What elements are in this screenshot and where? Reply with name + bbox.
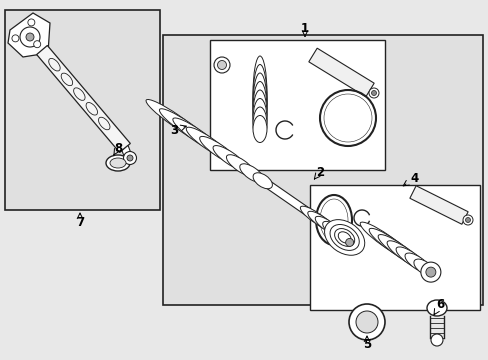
Text: 6: 6 (435, 298, 443, 311)
Ellipse shape (322, 221, 343, 237)
Ellipse shape (413, 259, 434, 276)
Ellipse shape (252, 107, 266, 141)
Ellipse shape (226, 155, 255, 176)
Circle shape (34, 41, 41, 48)
Ellipse shape (186, 127, 229, 158)
Ellipse shape (172, 118, 221, 152)
Circle shape (371, 90, 376, 95)
Circle shape (355, 311, 377, 333)
Ellipse shape (106, 155, 130, 171)
Text: 2: 2 (315, 166, 324, 179)
Polygon shape (308, 48, 373, 97)
Polygon shape (8, 13, 50, 57)
Ellipse shape (252, 116, 266, 143)
Ellipse shape (300, 206, 330, 228)
Ellipse shape (252, 73, 266, 135)
Ellipse shape (315, 216, 338, 234)
Ellipse shape (253, 173, 272, 189)
Ellipse shape (425, 267, 435, 277)
Ellipse shape (146, 99, 203, 140)
Ellipse shape (252, 64, 266, 134)
Circle shape (127, 155, 133, 161)
Polygon shape (260, 177, 317, 220)
Ellipse shape (239, 164, 263, 183)
Ellipse shape (252, 56, 266, 132)
Ellipse shape (395, 247, 426, 270)
Ellipse shape (213, 145, 246, 170)
Ellipse shape (199, 136, 238, 165)
Circle shape (465, 217, 469, 222)
Ellipse shape (319, 199, 347, 241)
Ellipse shape (338, 232, 350, 243)
Text: 3: 3 (170, 123, 178, 136)
Text: 5: 5 (362, 338, 370, 351)
Ellipse shape (337, 231, 351, 244)
Bar (209, 40, 384, 170)
Ellipse shape (307, 211, 334, 231)
Circle shape (12, 35, 19, 42)
Ellipse shape (368, 228, 413, 261)
Ellipse shape (159, 109, 212, 147)
Ellipse shape (324, 220, 364, 255)
Ellipse shape (252, 90, 266, 138)
Ellipse shape (61, 73, 73, 86)
Polygon shape (37, 45, 130, 153)
Ellipse shape (86, 103, 97, 115)
Circle shape (28, 19, 35, 26)
Ellipse shape (329, 225, 359, 251)
Ellipse shape (49, 58, 60, 71)
Ellipse shape (377, 235, 417, 264)
Circle shape (348, 304, 384, 340)
Bar (5, 10, 160, 210)
Ellipse shape (386, 241, 421, 267)
Ellipse shape (252, 81, 266, 136)
Ellipse shape (26, 33, 34, 41)
Circle shape (462, 215, 472, 225)
Ellipse shape (74, 88, 85, 100)
Circle shape (368, 88, 378, 98)
Circle shape (324, 94, 371, 142)
Ellipse shape (360, 222, 409, 258)
Bar (163, 35, 482, 305)
Ellipse shape (334, 229, 354, 246)
Circle shape (217, 60, 226, 69)
Ellipse shape (420, 262, 440, 282)
Circle shape (214, 57, 229, 73)
Text: 7: 7 (76, 216, 84, 229)
Ellipse shape (110, 158, 126, 168)
Circle shape (123, 152, 136, 165)
Text: 4: 4 (410, 171, 418, 185)
Polygon shape (409, 186, 467, 224)
Text: 8: 8 (114, 141, 122, 154)
Polygon shape (122, 145, 131, 159)
Ellipse shape (329, 226, 347, 240)
Circle shape (430, 334, 442, 346)
Ellipse shape (426, 300, 446, 316)
Bar (309, 185, 479, 310)
Text: 1: 1 (300, 22, 308, 35)
Ellipse shape (20, 27, 40, 47)
Circle shape (345, 238, 353, 247)
Ellipse shape (252, 99, 266, 140)
Ellipse shape (98, 117, 110, 130)
Ellipse shape (404, 253, 429, 273)
